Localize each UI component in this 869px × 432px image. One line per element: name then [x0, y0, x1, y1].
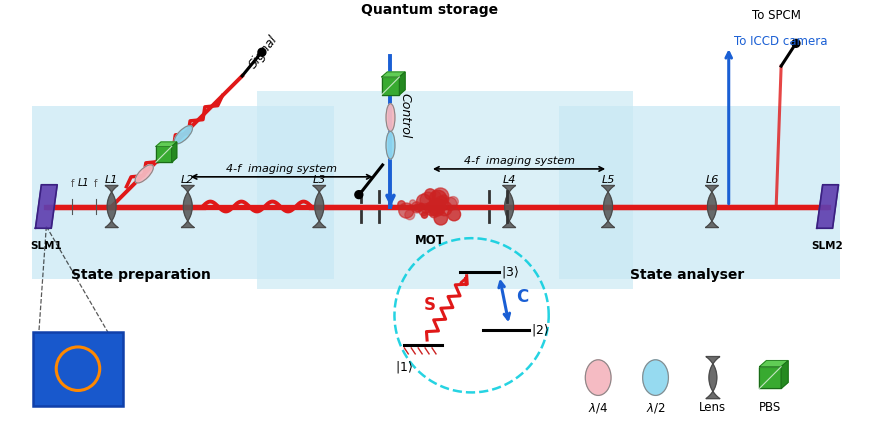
Text: $\lambda$/2: $\lambda$/2	[646, 401, 666, 415]
Circle shape	[432, 200, 439, 206]
Text: SLM2: SLM2	[812, 241, 844, 251]
Circle shape	[418, 203, 425, 210]
Ellipse shape	[175, 126, 193, 144]
Circle shape	[416, 194, 431, 209]
Circle shape	[258, 48, 266, 56]
Circle shape	[421, 203, 431, 213]
Polygon shape	[781, 361, 788, 388]
Circle shape	[437, 201, 452, 216]
Text: Signal: Signal	[247, 33, 281, 71]
Ellipse shape	[586, 360, 611, 395]
Text: 4-​f  imaging system: 4-​f imaging system	[226, 164, 337, 174]
Text: $|1\rangle$: $|1\rangle$	[395, 359, 414, 375]
Text: C: C	[516, 289, 528, 306]
Circle shape	[425, 189, 435, 200]
Circle shape	[792, 39, 800, 47]
Text: L6: L6	[706, 175, 719, 185]
Circle shape	[439, 195, 448, 204]
Circle shape	[425, 201, 440, 216]
Circle shape	[434, 196, 448, 210]
Text: To ICCD camera: To ICCD camera	[733, 35, 827, 48]
Circle shape	[411, 202, 422, 213]
Text: L4: L4	[502, 175, 516, 185]
Text: f: f	[70, 179, 74, 189]
Circle shape	[409, 200, 416, 206]
Text: Control: Control	[398, 93, 411, 138]
Polygon shape	[32, 106, 334, 279]
Polygon shape	[601, 185, 614, 228]
Circle shape	[421, 212, 428, 218]
Text: f: f	[94, 179, 97, 189]
Polygon shape	[313, 185, 326, 228]
Circle shape	[355, 191, 362, 199]
Ellipse shape	[136, 165, 153, 183]
Circle shape	[430, 199, 445, 214]
Circle shape	[428, 199, 446, 216]
Polygon shape	[502, 185, 515, 228]
Polygon shape	[760, 367, 781, 388]
Polygon shape	[706, 356, 720, 399]
Circle shape	[433, 191, 441, 200]
Text: State preparation: State preparation	[71, 268, 211, 282]
Circle shape	[432, 188, 448, 204]
FancyBboxPatch shape	[33, 332, 123, 406]
Text: Quantum storage: Quantum storage	[362, 3, 499, 16]
Circle shape	[405, 210, 415, 220]
Polygon shape	[156, 146, 172, 162]
Circle shape	[398, 201, 405, 208]
Text: $|3\rangle$: $|3\rangle$	[501, 264, 519, 280]
Text: $|2\rangle$: $|2\rangle$	[531, 322, 549, 338]
Text: L3: L3	[313, 175, 326, 185]
Polygon shape	[105, 185, 118, 228]
Circle shape	[434, 212, 448, 225]
Text: PBS: PBS	[760, 401, 781, 414]
Polygon shape	[706, 185, 719, 228]
Polygon shape	[817, 185, 839, 228]
Text: To SPCM: To SPCM	[752, 9, 800, 22]
Text: $\lambda$/4: $\lambda$/4	[588, 401, 608, 415]
Circle shape	[429, 190, 447, 208]
Text: S: S	[424, 296, 436, 314]
Text: Lens: Lens	[700, 401, 726, 414]
Text: 4-​f  imaging system: 4-​f imaging system	[463, 156, 574, 166]
Polygon shape	[559, 106, 840, 279]
Polygon shape	[172, 142, 176, 162]
Polygon shape	[760, 361, 788, 367]
Circle shape	[399, 203, 414, 218]
Circle shape	[430, 210, 438, 218]
Circle shape	[419, 206, 428, 216]
Polygon shape	[156, 142, 176, 146]
Ellipse shape	[386, 104, 395, 131]
Text: MOT: MOT	[415, 234, 445, 247]
Polygon shape	[400, 72, 405, 95]
Text: State analyser: State analyser	[630, 268, 745, 282]
Circle shape	[429, 200, 436, 207]
Circle shape	[448, 208, 461, 221]
Ellipse shape	[386, 131, 395, 159]
Text: SLM1: SLM1	[30, 241, 63, 251]
Text: L2: L2	[181, 175, 195, 185]
Polygon shape	[381, 77, 400, 95]
Circle shape	[444, 197, 457, 210]
Polygon shape	[36, 185, 57, 228]
Circle shape	[448, 197, 458, 207]
Circle shape	[420, 192, 436, 208]
Text: L5: L5	[601, 175, 614, 185]
Text: L1: L1	[105, 175, 118, 185]
Polygon shape	[182, 185, 195, 228]
Ellipse shape	[643, 360, 668, 395]
Circle shape	[435, 200, 445, 209]
Circle shape	[414, 204, 421, 212]
Polygon shape	[257, 91, 633, 289]
Text: L1: L1	[78, 178, 90, 188]
Polygon shape	[381, 72, 405, 77]
